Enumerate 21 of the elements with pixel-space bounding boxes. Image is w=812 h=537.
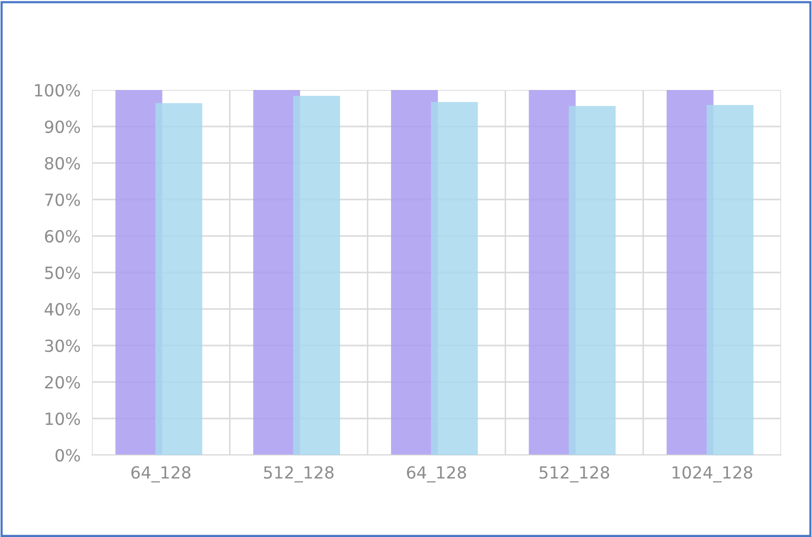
y-tick-label: 10% bbox=[46, 412, 80, 426]
y-tick-label: 60% bbox=[45, 230, 80, 243]
y-tick-label: 50% bbox=[45, 266, 80, 280]
x-tick-label: 1024_128 bbox=[672, 466, 752, 482]
y-tick-label: 30% bbox=[45, 339, 80, 352]
y-tick-label: 70% bbox=[45, 193, 80, 206]
x-tick-label: 512_128 bbox=[540, 466, 610, 482]
y-tick-label: 40% bbox=[44, 302, 80, 316]
x-tick-label: 64_128 bbox=[406, 466, 466, 482]
y-tick-label: 0% bbox=[56, 448, 80, 462]
bar bbox=[293, 96, 340, 455]
bar bbox=[706, 104, 754, 455]
x-tick-label: 512_128 bbox=[264, 466, 334, 482]
y-tick-label: 80% bbox=[44, 156, 80, 170]
bar bbox=[155, 103, 202, 455]
x-tick-label: 64_128 bbox=[131, 466, 190, 482]
bar bbox=[430, 102, 478, 455]
y-tick-label: 100% bbox=[35, 84, 80, 97]
y-tick-label: 90% bbox=[44, 120, 80, 134]
bar bbox=[568, 106, 616, 455]
y-tick-label: 20% bbox=[45, 376, 80, 389]
